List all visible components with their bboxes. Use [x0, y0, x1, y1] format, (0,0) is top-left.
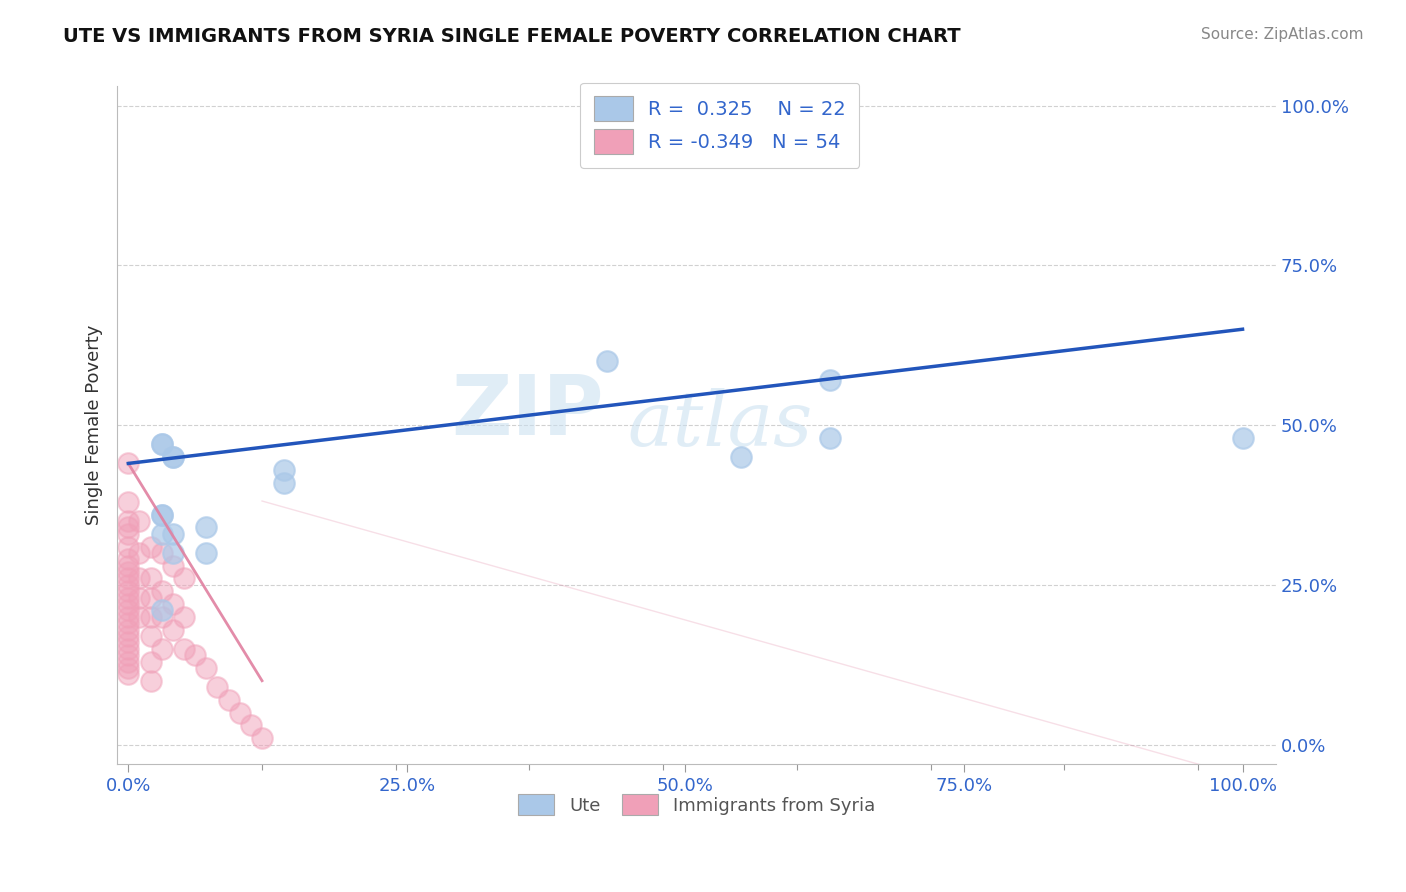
Point — [1232, 431, 1254, 445]
Point — [195, 546, 218, 560]
Point — [162, 597, 184, 611]
Point — [273, 475, 295, 490]
Point — [596, 354, 619, 368]
Point — [150, 546, 173, 560]
Point — [173, 572, 195, 586]
Point — [173, 641, 195, 656]
Point — [117, 565, 139, 579]
Point — [117, 635, 139, 649]
Point — [117, 655, 139, 669]
Point — [117, 610, 139, 624]
Point — [117, 597, 139, 611]
Point — [150, 437, 173, 451]
Point — [117, 667, 139, 681]
Point — [195, 520, 218, 534]
Point — [150, 603, 173, 617]
Point — [162, 450, 184, 464]
Point — [184, 648, 207, 662]
Point — [229, 706, 252, 720]
Point — [117, 616, 139, 631]
Point — [139, 572, 162, 586]
Y-axis label: Single Female Poverty: Single Female Poverty — [86, 325, 103, 525]
Point — [117, 572, 139, 586]
Point — [730, 450, 752, 464]
Point — [150, 508, 173, 522]
Point — [128, 610, 150, 624]
Text: atlas: atlas — [627, 388, 813, 462]
Point — [139, 591, 162, 605]
Point — [117, 661, 139, 675]
Point — [117, 603, 139, 617]
Point — [139, 629, 162, 643]
Point — [173, 610, 195, 624]
Point — [239, 718, 262, 732]
Point — [150, 584, 173, 599]
Point — [117, 641, 139, 656]
Point — [117, 578, 139, 592]
Point — [139, 610, 162, 624]
Point — [117, 584, 139, 599]
Point — [128, 591, 150, 605]
Point — [150, 641, 173, 656]
Point — [218, 693, 240, 707]
Point — [273, 463, 295, 477]
Point — [150, 508, 173, 522]
Point — [150, 526, 173, 541]
Point — [117, 591, 139, 605]
Point — [117, 558, 139, 573]
Point — [207, 680, 229, 694]
Point — [162, 546, 184, 560]
Point — [162, 450, 184, 464]
Point — [250, 731, 273, 746]
Point — [117, 495, 139, 509]
Point — [117, 552, 139, 566]
Text: ZIP: ZIP — [451, 371, 603, 452]
Point — [117, 540, 139, 554]
Point — [128, 514, 150, 528]
Text: Source: ZipAtlas.com: Source: ZipAtlas.com — [1201, 27, 1364, 42]
Point — [150, 437, 173, 451]
Point — [139, 540, 162, 554]
Point — [117, 623, 139, 637]
Point — [820, 98, 842, 112]
Point — [820, 431, 842, 445]
Point — [117, 457, 139, 471]
Point — [117, 526, 139, 541]
Point — [820, 373, 842, 387]
Text: UTE VS IMMIGRANTS FROM SYRIA SINGLE FEMALE POVERTY CORRELATION CHART: UTE VS IMMIGRANTS FROM SYRIA SINGLE FEMA… — [63, 27, 960, 45]
Point — [162, 623, 184, 637]
Point — [117, 629, 139, 643]
Point — [117, 520, 139, 534]
Point — [195, 661, 218, 675]
Point — [139, 655, 162, 669]
Point — [117, 648, 139, 662]
Point — [162, 526, 184, 541]
Point — [128, 546, 150, 560]
Point — [128, 572, 150, 586]
Point — [139, 673, 162, 688]
Point — [150, 610, 173, 624]
Legend: Ute, Immigrants from Syria: Ute, Immigrants from Syria — [512, 788, 882, 822]
Point — [117, 514, 139, 528]
Point — [162, 558, 184, 573]
